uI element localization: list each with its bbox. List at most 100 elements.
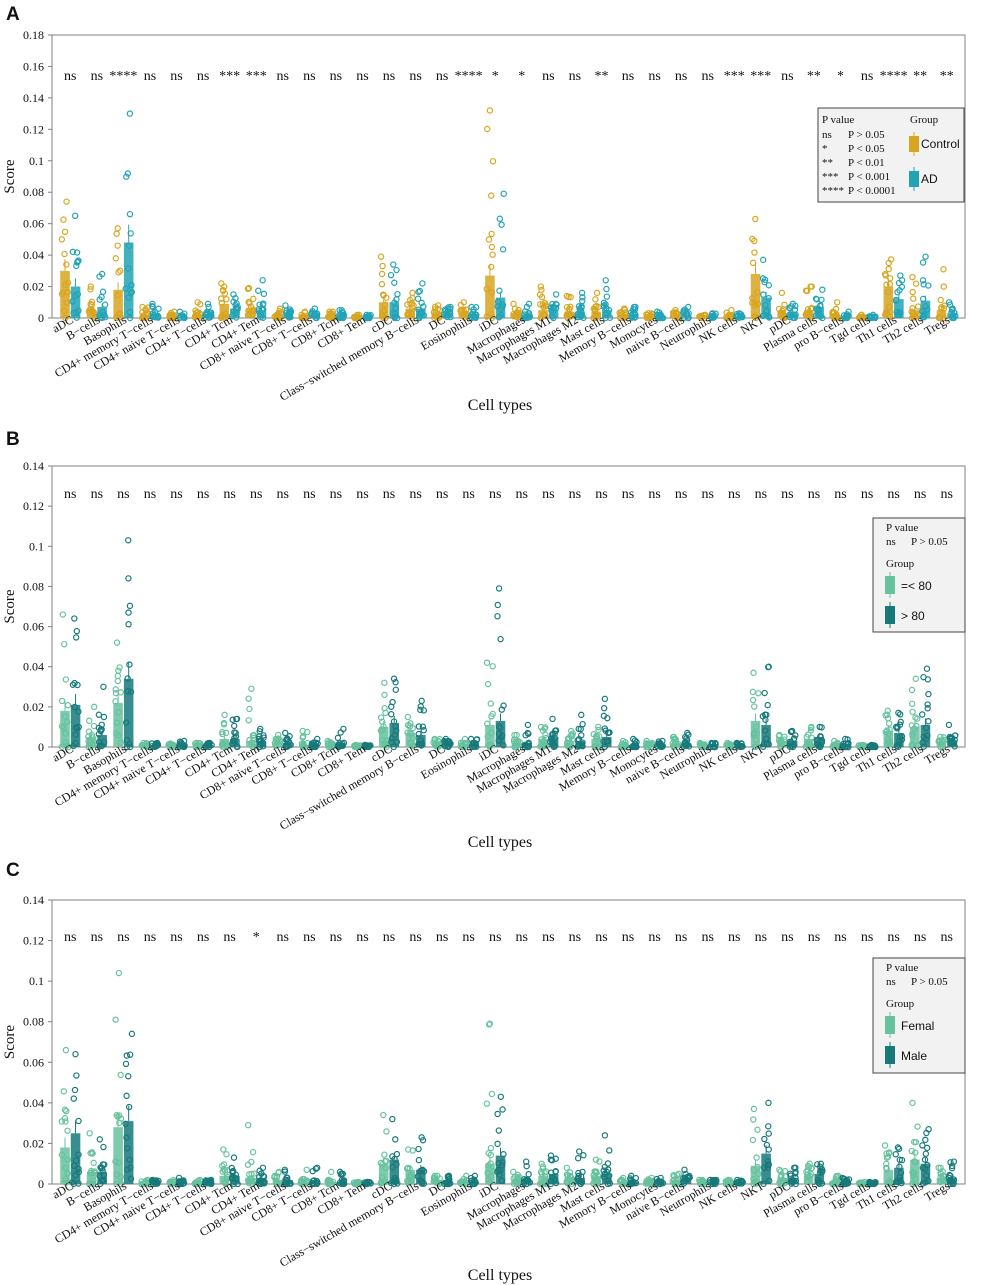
data-point — [302, 313, 310, 321]
data-point — [287, 309, 294, 316]
data-point — [489, 158, 497, 165]
data-point — [204, 300, 212, 308]
data-point — [575, 303, 583, 310]
legend-swatch — [885, 1046, 895, 1064]
y-tick-label: 0.14 — [23, 893, 44, 907]
data-point — [58, 697, 66, 705]
data-point — [404, 713, 412, 721]
data-point — [366, 314, 373, 322]
legend: P value ns P > 0.05 * P < 0.05 ** P < 0.01 *** P… — [817, 107, 965, 203]
data-point — [647, 740, 654, 747]
legend-stars: ns — [822, 129, 832, 141]
data-point — [191, 314, 199, 321]
data-point — [313, 312, 321, 320]
y-tick-label: 0.08 — [23, 185, 44, 199]
data-point — [222, 729, 230, 737]
legend-swatch — [885, 1016, 895, 1034]
data-point — [882, 728, 889, 736]
y-tick-label: 0.12 — [23, 122, 44, 136]
data-point — [392, 1136, 399, 1143]
data-point — [601, 743, 608, 750]
data-point — [177, 741, 185, 749]
data-point — [765, 295, 772, 302]
data-point — [595, 733, 603, 740]
data-point — [577, 306, 584, 314]
data-point — [498, 221, 505, 228]
data-point — [563, 1164, 570, 1171]
significance-label: ns — [755, 930, 767, 945]
data-point — [511, 731, 518, 739]
data-point — [908, 686, 916, 694]
data-point — [750, 1105, 758, 1113]
legend-box — [817, 107, 965, 203]
data-point — [896, 309, 903, 316]
data-point — [892, 296, 900, 304]
data-point — [224, 743, 231, 750]
data-point — [459, 312, 466, 320]
data-point — [69, 248, 77, 256]
legend-stars: ns — [886, 536, 896, 548]
data-point — [126, 743, 134, 751]
data-point — [606, 314, 614, 321]
significance-label: ns — [675, 930, 687, 945]
data-point — [909, 732, 916, 740]
data-point — [446, 308, 454, 316]
data-point — [351, 742, 358, 750]
data-point — [202, 314, 209, 321]
data-point — [566, 743, 574, 751]
data-point — [260, 732, 267, 739]
data-point — [85, 717, 93, 724]
data-point — [69, 1179, 76, 1186]
significance-label: ns — [808, 930, 820, 945]
data-point — [673, 313, 681, 321]
data-point — [415, 288, 422, 296]
data-point — [541, 724, 549, 731]
bar-group1 — [378, 726, 389, 747]
data-point — [417, 737, 425, 744]
data-point — [755, 690, 762, 697]
bar-group2 — [442, 313, 453, 318]
data-point — [123, 1052, 130, 1059]
data-point — [940, 266, 947, 273]
data-point — [116, 1119, 123, 1127]
y-tick-label: 0 — [38, 311, 44, 325]
data-point — [499, 1106, 506, 1113]
y-axis-label: Score — [2, 159, 18, 193]
data-point — [885, 303, 893, 310]
data-point — [765, 1146, 772, 1153]
data-point — [404, 301, 411, 308]
data-point — [231, 737, 238, 745]
data-point — [149, 302, 156, 310]
y-tick-label: 0.08 — [23, 1015, 44, 1029]
panel-letter: B — [6, 429, 20, 450]
data-point — [578, 711, 585, 719]
data-point — [908, 742, 915, 749]
data-point — [391, 279, 398, 286]
data-point — [759, 713, 767, 720]
data-point — [669, 742, 677, 750]
data-point — [525, 1170, 532, 1178]
data-point — [379, 311, 387, 318]
data-point — [566, 313, 574, 320]
data-point — [495, 730, 503, 738]
x-axis-label: Cell types — [468, 834, 532, 851]
data-point — [74, 681, 81, 689]
significance-label: ns — [701, 69, 713, 84]
data-point — [765, 282, 773, 289]
data-point — [923, 665, 931, 672]
data-point — [912, 280, 920, 287]
data-point — [63, 261, 70, 268]
data-point — [592, 312, 600, 320]
data-point — [208, 741, 215, 749]
legend-pvalue-title: P value — [886, 522, 918, 534]
data-point — [885, 265, 892, 273]
data-point — [807, 724, 815, 732]
data-point — [75, 1151, 82, 1158]
data-point — [537, 283, 545, 290]
data-point — [762, 727, 769, 734]
data-point — [815, 743, 823, 750]
data-point — [391, 299, 398, 306]
data-point — [85, 728, 93, 735]
data-point — [64, 289, 71, 296]
data-point — [125, 1073, 132, 1080]
